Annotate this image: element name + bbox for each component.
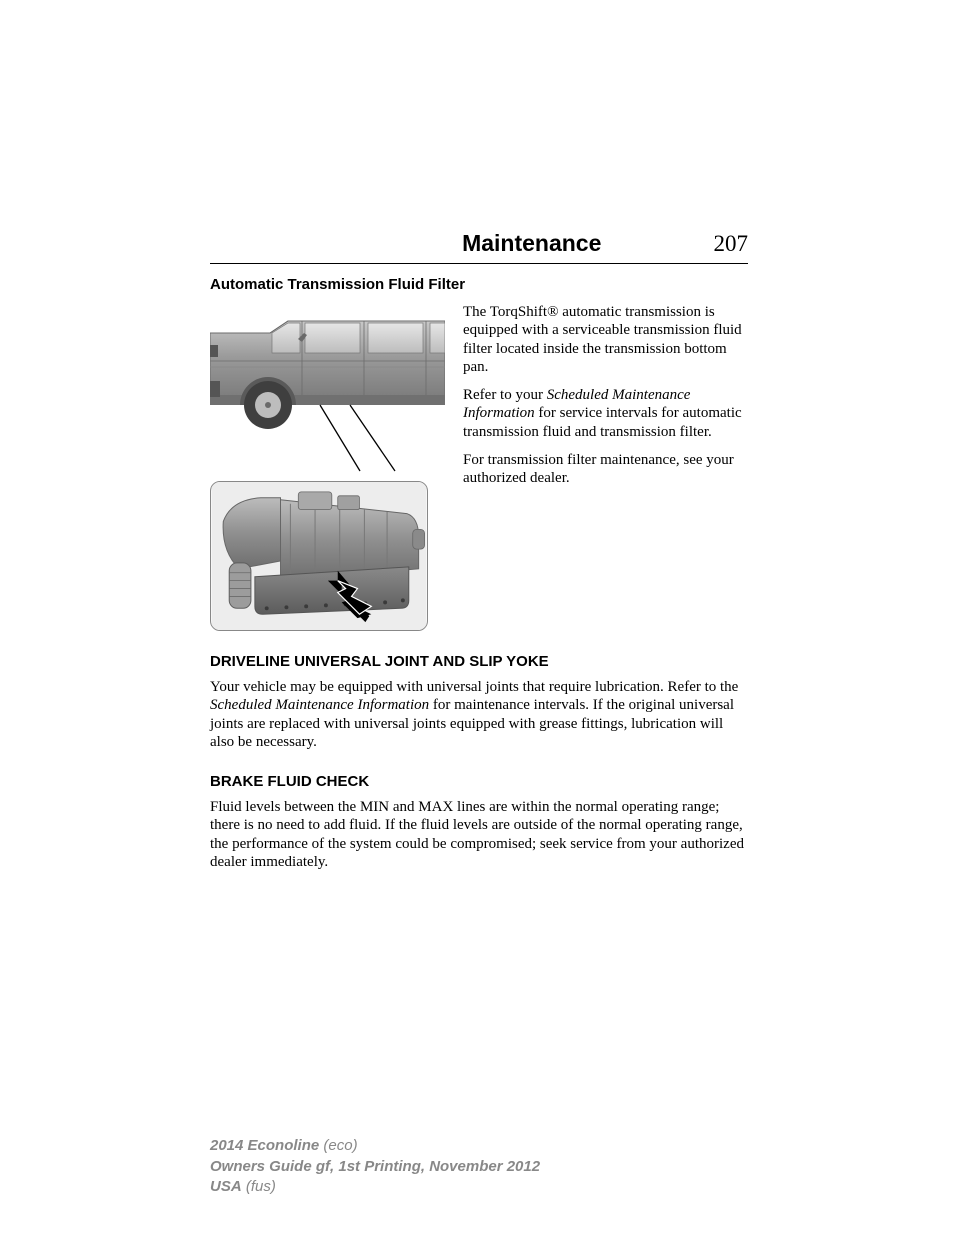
footer-model-code: (eco) — [319, 1137, 357, 1154]
driveline-para: Your vehicle may be equipped with univer… — [210, 678, 748, 751]
atff-para-1: The TorqShift® automatic transmission is… — [463, 303, 748, 376]
vehicle-illustration — [210, 303, 445, 473]
page-title: Maintenance — [462, 230, 601, 257]
illustration-column — [210, 303, 445, 631]
footer-region-code: (fus) — [242, 1178, 276, 1195]
transmission-illustration — [210, 481, 428, 631]
text-fragment: Refer to your — [463, 387, 547, 403]
footer-region: USA — [210, 1178, 242, 1195]
section-heading-brake: BRAKE FLUID CHECK — [210, 773, 748, 790]
page-number: 207 — [713, 231, 748, 257]
section-heading-atff: Automatic Transmission Fluid Filter — [210, 276, 748, 293]
brake-para: Fluid levels between the MIN and MAX lin… — [210, 798, 748, 871]
text-fragment: Your vehicle may be equipped with univer… — [210, 679, 738, 695]
section-heading-driveline: DRIVELINE UNIVERSAL JOINT AND SLIP YOKE — [210, 653, 748, 670]
footer-guide-line: Owners Guide gf, 1st Printing, November … — [210, 1157, 540, 1177]
footer-model: 2014 Econoline — [210, 1137, 319, 1154]
atff-para-3: For transmission filter maintenance, see… — [463, 451, 748, 488]
text-emphasis: Scheduled Maintenance Information — [210, 697, 429, 713]
atff-para-2: Refer to your Scheduled Maintenance Info… — [463, 386, 748, 441]
page-footer: 2014 Econoline (eco) Owners Guide gf, 1s… — [210, 1136, 540, 1197]
